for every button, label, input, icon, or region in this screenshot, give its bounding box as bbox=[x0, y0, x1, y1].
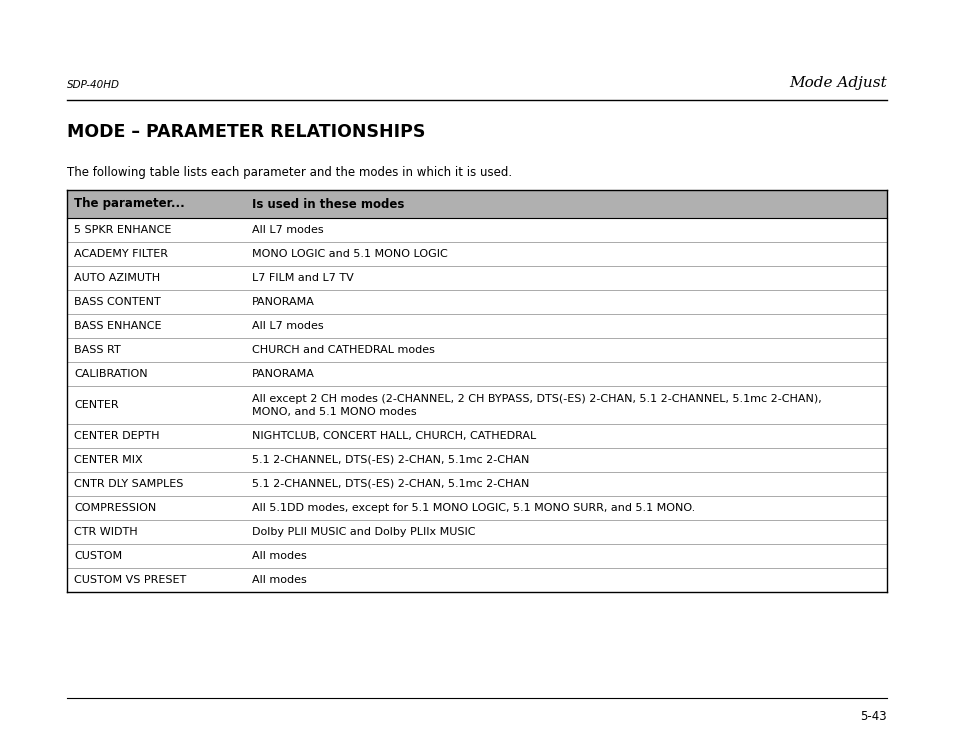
Text: BASS ENHANCE: BASS ENHANCE bbox=[74, 321, 161, 331]
Text: BASS CONTENT: BASS CONTENT bbox=[74, 297, 161, 307]
Text: NIGHTCLUB, CONCERT HALL, CHURCH, CATHEDRAL: NIGHTCLUB, CONCERT HALL, CHURCH, CATHEDR… bbox=[252, 431, 536, 441]
Text: PANORAMA: PANORAMA bbox=[252, 369, 314, 379]
Text: 5.1 2-CHANNEL, DTS(-ES) 2-CHAN, 5.1mc 2-CHAN: 5.1 2-CHANNEL, DTS(-ES) 2-CHAN, 5.1mc 2-… bbox=[252, 455, 529, 465]
Text: All 5.1DD modes, except for 5.1 MONO LOGIC, 5.1 MONO SURR, and 5.1 MONO.: All 5.1DD modes, except for 5.1 MONO LOG… bbox=[252, 503, 695, 513]
Bar bbox=[67, 190, 886, 218]
Text: COMPRESSION: COMPRESSION bbox=[74, 503, 156, 513]
Text: CENTER MIX: CENTER MIX bbox=[74, 455, 143, 465]
Text: 5.1 2-CHANNEL, DTS(-ES) 2-CHAN, 5.1mc 2-CHAN: 5.1 2-CHANNEL, DTS(-ES) 2-CHAN, 5.1mc 2-… bbox=[252, 479, 529, 489]
Text: MONO LOGIC and 5.1 MONO LOGIC: MONO LOGIC and 5.1 MONO LOGIC bbox=[252, 249, 448, 259]
Text: Is used in these modes: Is used in these modes bbox=[252, 198, 404, 210]
Text: BASS RT: BASS RT bbox=[74, 345, 121, 355]
Text: CNTR DLY SAMPLES: CNTR DLY SAMPLES bbox=[74, 479, 183, 489]
Text: 5-43: 5-43 bbox=[860, 710, 886, 723]
Text: All modes: All modes bbox=[252, 575, 307, 585]
Text: CHURCH and CATHEDRAL modes: CHURCH and CATHEDRAL modes bbox=[252, 345, 435, 355]
Text: MONO, and 5.1 MONO modes: MONO, and 5.1 MONO modes bbox=[252, 407, 416, 416]
Text: ACADEMY FILTER: ACADEMY FILTER bbox=[74, 249, 168, 259]
Text: CENTER: CENTER bbox=[74, 400, 118, 410]
Text: Mode Adjust: Mode Adjust bbox=[788, 76, 886, 90]
Text: CUSTOM VS PRESET: CUSTOM VS PRESET bbox=[74, 575, 186, 585]
Text: CTR WIDTH: CTR WIDTH bbox=[74, 527, 137, 537]
Text: CUSTOM: CUSTOM bbox=[74, 551, 122, 561]
Text: MODE – PARAMETER RELATIONSHIPS: MODE – PARAMETER RELATIONSHIPS bbox=[67, 123, 425, 141]
Text: All L7 modes: All L7 modes bbox=[252, 321, 324, 331]
Text: The following table lists each parameter and the modes in which it is used.: The following table lists each parameter… bbox=[67, 166, 512, 179]
Text: AUTO AZIMUTH: AUTO AZIMUTH bbox=[74, 273, 160, 283]
Text: All L7 modes: All L7 modes bbox=[252, 225, 324, 235]
Text: L7 FILM and L7 TV: L7 FILM and L7 TV bbox=[252, 273, 354, 283]
Text: All modes: All modes bbox=[252, 551, 307, 561]
Text: CENTER DEPTH: CENTER DEPTH bbox=[74, 431, 159, 441]
Text: CALIBRATION: CALIBRATION bbox=[74, 369, 148, 379]
Text: PANORAMA: PANORAMA bbox=[252, 297, 314, 307]
Text: 5 SPKR ENHANCE: 5 SPKR ENHANCE bbox=[74, 225, 172, 235]
Text: The parameter...: The parameter... bbox=[74, 198, 185, 210]
Text: Dolby PLII MUSIC and Dolby PLIIx MUSIC: Dolby PLII MUSIC and Dolby PLIIx MUSIC bbox=[252, 527, 476, 537]
Text: SDP-40HD: SDP-40HD bbox=[67, 80, 120, 90]
Text: All except 2 CH modes (2-CHANNEL, 2 CH BYPASS, DTS(-ES) 2-CHAN, 5.1 2-CHANNEL, 5: All except 2 CH modes (2-CHANNEL, 2 CH B… bbox=[252, 393, 821, 404]
